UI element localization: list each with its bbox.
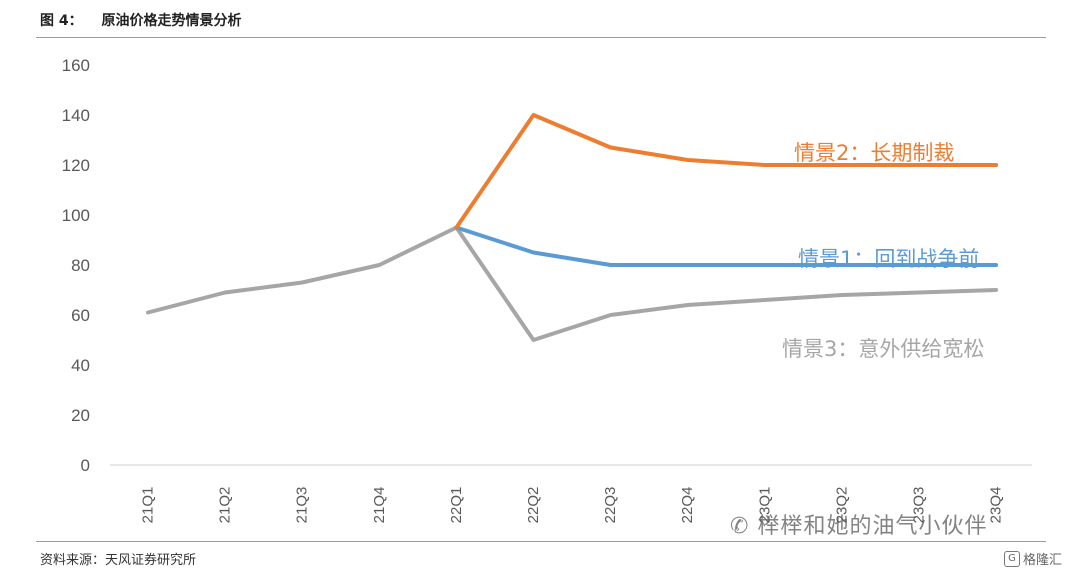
watermark-text: 榉榉和她的油气小伙伴: [757, 514, 988, 539]
x-tick-label: 23Q1: [756, 487, 773, 524]
series-line-s3: [454, 225, 999, 342]
figure-source: 资料来源：天风证券研究所: [40, 553, 197, 568]
y-tick-label: 0: [81, 456, 90, 475]
series-label-s2: 情景2：长期制裁: [794, 141, 954, 165]
series-line-history: [146, 225, 459, 315]
x-tick-label: 21Q4: [371, 487, 388, 524]
y-tick-label: 100: [62, 206, 90, 225]
series-line-s2: [454, 113, 999, 230]
x-tick-label: 22Q1: [448, 487, 465, 524]
publisher-logo: G 格隆汇: [1004, 549, 1062, 568]
figure-title: 原油价格走势情景分析: [101, 13, 242, 29]
y-tick-label: 140: [62, 106, 90, 125]
x-tick-label: 21Q1: [140, 487, 157, 524]
y-tick-label: 80: [71, 256, 90, 275]
logo-text: 格隆汇: [1023, 553, 1063, 568]
y-tick-label: 20: [71, 406, 90, 425]
x-tick-label: 22Q4: [679, 487, 696, 524]
y-tick-label: 60: [71, 306, 90, 325]
x-tick-label: 23Q2: [833, 487, 850, 524]
x-tick-label: 21Q2: [217, 487, 234, 524]
header-rule: [36, 37, 1046, 38]
x-tick-label: 22Q3: [602, 487, 619, 524]
logo-icon: G: [1004, 550, 1020, 567]
x-tick-label: 23Q4: [988, 487, 1005, 524]
wechat-icon: ✆: [730, 514, 758, 539]
y-tick-label: 120: [62, 156, 90, 175]
figure-label: 图 4：: [40, 13, 83, 29]
series-label-s3: 情景3：意外供给宽松: [782, 337, 984, 361]
series-line-s1: [454, 225, 999, 267]
y-tick-label: 40: [71, 356, 90, 375]
x-tick-label: 21Q3: [294, 487, 311, 524]
x-tick-label: 22Q2: [525, 487, 542, 524]
x-tick-label: 23Q3: [911, 487, 928, 524]
series-label-s1: 情景1：回到战争前: [798, 247, 979, 271]
footer-rule: [36, 541, 1046, 542]
watermark: ✆ 榉榉和她的油气小伙伴: [730, 508, 987, 540]
y-tick-label: 160: [62, 56, 90, 75]
figure-header: 图 4： 原油价格走势情景分析: [40, 10, 242, 34]
